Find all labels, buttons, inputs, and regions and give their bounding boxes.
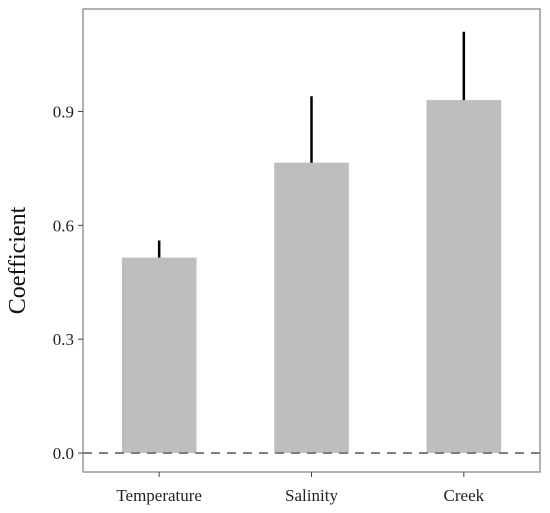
x-tick-label-temperature: Temperature	[116, 486, 202, 505]
bar-temperature	[121, 257, 197, 454]
error-bars-layer	[157, 31, 466, 258]
x-axis: Temperature Salinity Creek	[116, 472, 485, 505]
y-axis: 0.0 0.3 0.6 0.9	[53, 102, 83, 463]
y-axis-title: Coefficient	[5, 206, 31, 314]
bar-salinity	[274, 162, 349, 454]
y-tick-label-1: 0.3	[53, 330, 74, 349]
bar-creek	[426, 100, 502, 454]
x-tick-label-creek: Creek	[444, 486, 485, 505]
bars-layer	[121, 100, 502, 454]
y-tick-label-0: 0.0	[53, 444, 74, 463]
x-tick-label-salinity: Salinity	[285, 486, 338, 505]
y-tick-label-3: 0.9	[53, 102, 74, 121]
y-tick-label-2: 0.6	[53, 216, 74, 235]
